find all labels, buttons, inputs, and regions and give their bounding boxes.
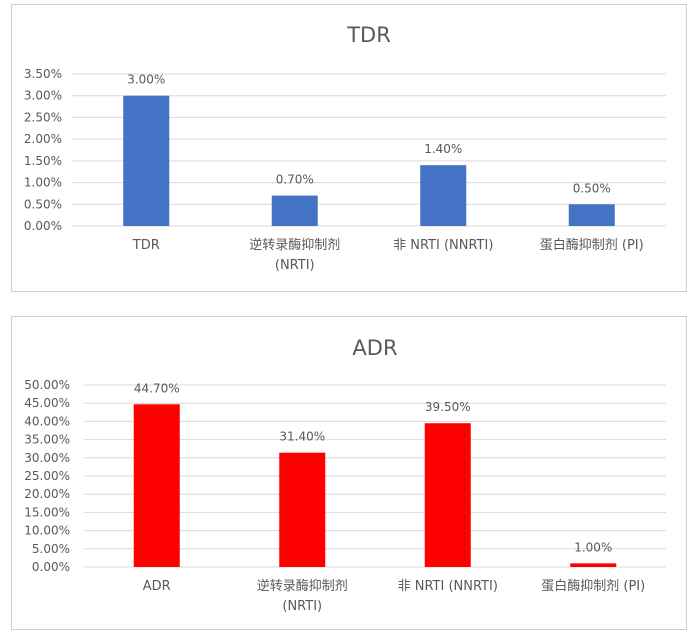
adr-chart-panel: ADR 0.00% 5.00% 10.00% 15.00% 20.00% 25.00% 30.…: [11, 316, 687, 630]
category-label: 蛋白酶抑制剂 (PI): [540, 237, 644, 253]
y-tick-label: 25.00%: [24, 469, 70, 483]
chart-title: TDR: [346, 23, 391, 47]
data-label: 39.50%: [425, 400, 471, 414]
y-tick-label: 3.50%: [24, 67, 62, 81]
bar: [420, 165, 467, 226]
category-label: 非 NRTI (NNRTI): [398, 579, 498, 594]
category-label: 逆转录酶抑制剂: [257, 578, 348, 594]
adr-chart: ADR 0.00% 5.00% 10.00% 15.00% 20.00% 25.00% 30.…: [24, 336, 666, 614]
category-label: 逆转录酶抑制剂: [249, 237, 340, 253]
y-tick-label: 3.00%: [24, 89, 62, 103]
y-tick-label: 30.00%: [24, 451, 70, 465]
y-tick-label: 1.00%: [24, 176, 62, 190]
y-tick-label: 10.00%: [24, 524, 70, 538]
y-tick-label: 45.00%: [24, 396, 70, 410]
data-label: 0.50%: [573, 181, 611, 195]
bar: [271, 195, 318, 226]
y-tick-label: 0.00%: [24, 219, 62, 233]
data-label: 3.00%: [127, 73, 165, 87]
bar: [123, 95, 170, 226]
y-tick-label: 50.00%: [24, 378, 70, 392]
bar: [568, 204, 615, 226]
category-label: TDR: [132, 238, 160, 253]
bar: [570, 563, 617, 567]
category-label: 非 NRTI (NNRTI): [393, 238, 493, 253]
category-label: ADR: [143, 579, 171, 594]
y-tick-label: 5.00%: [32, 542, 70, 556]
bar: [279, 452, 326, 567]
data-label: 44.70%: [134, 381, 180, 395]
y-tick-label: 20.00%: [24, 487, 70, 501]
y-tick-label: 0.00%: [32, 560, 70, 574]
data-label: 31.40%: [279, 430, 325, 444]
chart-title: ADR: [352, 336, 397, 360]
y-tick-label: 2.50%: [24, 110, 62, 124]
category-label: (NRTI): [275, 258, 315, 273]
y-tick-label: 2.00%: [24, 132, 62, 146]
category-label: (NRTI): [282, 599, 322, 614]
y-tick-label: 1.50%: [24, 154, 62, 168]
tdr-chart: TDR 0.00% 0.50% 1.00% 1.50% 2.00% 2.50% 3.00% 3.…: [24, 23, 666, 273]
y-tick-label: 15.00%: [24, 505, 70, 519]
bar: [133, 404, 180, 567]
bar: [424, 423, 471, 567]
data-label: 1.00%: [574, 540, 612, 554]
category-label: 蛋白酶抑制剂 (PI): [541, 578, 645, 594]
tdr-chart-panel: TDR 0.00% 0.50% 1.00% 1.50% 2.00% 2.50% 3.00% 3.…: [11, 4, 687, 292]
data-label: 0.70%: [276, 173, 314, 187]
y-tick-label: 0.50%: [24, 197, 62, 211]
y-tick-label: 35.00%: [24, 433, 70, 447]
y-tick-label: 40.00%: [24, 414, 70, 428]
data-label: 1.40%: [424, 142, 462, 156]
